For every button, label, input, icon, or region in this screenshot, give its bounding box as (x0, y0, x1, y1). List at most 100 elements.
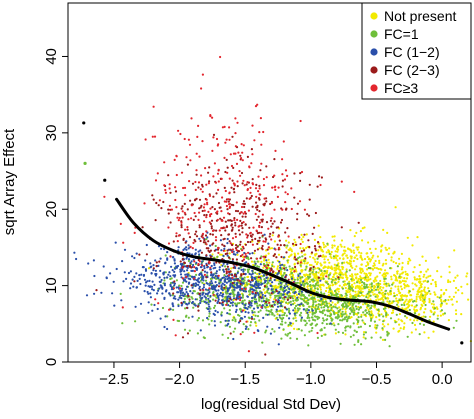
data-point (360, 294, 364, 297)
data-point (213, 276, 216, 279)
data-point (452, 326, 455, 329)
data-point (246, 240, 250, 244)
data-point (369, 314, 372, 317)
data-point (244, 212, 247, 215)
data-point (366, 279, 369, 282)
data-point (425, 270, 428, 273)
data-point (307, 302, 310, 305)
data-point (308, 273, 311, 276)
data-point (208, 312, 211, 315)
data-point (370, 251, 373, 254)
data-point (180, 269, 183, 273)
data-point (401, 307, 404, 310)
data-point (366, 261, 369, 264)
data-point (287, 290, 291, 294)
data-point (308, 280, 311, 283)
data-point (344, 302, 347, 305)
data-point (161, 286, 164, 290)
data-point (250, 162, 253, 165)
data-point (135, 286, 138, 289)
data-point (269, 202, 272, 206)
data-point (195, 152, 198, 155)
data-point (233, 302, 237, 305)
data-point (334, 303, 337, 306)
data-point (224, 295, 227, 298)
data-point (371, 285, 374, 288)
data-point (356, 322, 359, 325)
data-point (432, 313, 435, 316)
data-point (300, 302, 303, 305)
data-point (157, 289, 160, 292)
y-tick-label: 20 (43, 201, 60, 218)
data-point (418, 333, 421, 336)
data-point (319, 262, 322, 265)
data-point (235, 298, 238, 301)
data-point (398, 275, 401, 278)
data-point (220, 227, 223, 230)
data-point (228, 270, 231, 273)
data-point (207, 292, 210, 295)
data-point (203, 265, 206, 268)
data-point (286, 259, 289, 262)
data-point (273, 158, 276, 161)
data-point (292, 317, 295, 320)
data-point (231, 301, 234, 304)
data-point (136, 279, 139, 282)
data-point (304, 324, 307, 327)
data-point (261, 234, 264, 237)
data-point (224, 324, 227, 327)
data-point (258, 187, 261, 190)
data-point (317, 249, 320, 252)
data-point (231, 248, 234, 251)
data-point (279, 309, 282, 312)
x-tick-label: 0.0 (432, 371, 453, 388)
data-point (356, 321, 360, 324)
data-point (319, 279, 322, 282)
data-point (277, 285, 280, 288)
data-point (227, 319, 230, 322)
data-point (217, 274, 220, 277)
data-point (270, 284, 273, 287)
data-point (341, 313, 344, 316)
data-point (427, 287, 430, 290)
data-point (274, 284, 277, 287)
data-point (274, 299, 278, 302)
data-point (187, 294, 190, 297)
data-point (239, 174, 242, 177)
data-point (304, 319, 307, 323)
data-point (240, 205, 244, 209)
data-point (263, 202, 266, 205)
data-point (379, 336, 382, 339)
data-point (278, 326, 281, 329)
data-point (234, 310, 238, 313)
data-point (285, 274, 288, 277)
data-point (353, 251, 356, 254)
data-point (387, 323, 390, 326)
data-point (261, 341, 264, 344)
data-point (180, 297, 183, 300)
data-point (283, 264, 286, 267)
data-point (290, 271, 294, 274)
data-point (394, 321, 397, 324)
data-point (452, 279, 455, 282)
data-point (314, 276, 317, 280)
data-point (411, 321, 414, 325)
data-point (188, 329, 191, 332)
data-point (297, 328, 300, 331)
data-point (281, 179, 285, 182)
data-point (143, 278, 147, 281)
data-point (278, 295, 281, 298)
data-point (259, 117, 262, 120)
data-point (432, 330, 435, 333)
data-point (281, 263, 284, 266)
data-point (306, 307, 309, 311)
data-point (297, 257, 300, 260)
data-point (261, 282, 264, 285)
data-point (204, 167, 207, 170)
outlier-point (460, 341, 464, 345)
data-point (276, 195, 279, 198)
data-point (466, 272, 469, 275)
data-point (250, 148, 253, 151)
data-point (215, 270, 218, 273)
data-point (173, 275, 176, 278)
